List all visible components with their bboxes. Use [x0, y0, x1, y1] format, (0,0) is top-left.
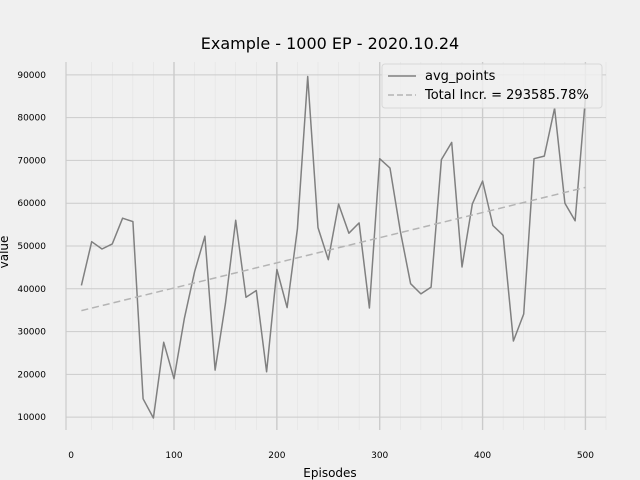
legend: avg_points Total Incr. = 293585.78%	[381, 63, 603, 109]
legend-label-total-incr: Total Incr. = 293585.78%	[424, 88, 589, 103]
y-tick-label: 80000	[17, 114, 46, 124]
y-tick-label: 70000	[17, 156, 46, 166]
x-tick-label: 400	[474, 451, 491, 461]
y-tick-label: 10000	[17, 413, 46, 423]
y-axis-ticks: 10000 20000 30000 40000 50000 60000 70000 80000…	[17, 71, 46, 423]
y-tick-label: 50000	[17, 242, 46, 252]
y-tick-label: 90000	[17, 71, 46, 81]
y-tick-label: 40000	[17, 285, 46, 295]
x-tick-label: 0	[68, 451, 74, 461]
y-axis-label: value	[0, 236, 11, 269]
legend-label-avg-points: avg_points	[425, 69, 496, 84]
y-tick-label: 60000	[17, 199, 46, 209]
series-line-total-incr	[81, 186, 586, 312]
x-tick-label: 100	[165, 451, 182, 461]
y-tick-label: 20000	[17, 370, 46, 380]
chart-title: Example - 1000 EP - 2020.10.24	[201, 34, 459, 53]
x-tick-label: 300	[371, 451, 388, 461]
series-line-avg-points	[80, 75, 587, 419]
x-tick-label: 200	[268, 451, 285, 461]
x-tick-label: 500	[577, 451, 594, 461]
x-axis-label: Episodes	[303, 466, 356, 480]
y-tick-label: 30000	[17, 328, 46, 338]
grid-lines	[65, 62, 607, 430]
x-axis-ticks: 0 100 200 300 400 500	[68, 451, 594, 461]
legend-box	[381, 63, 603, 109]
series-lines	[80, 75, 587, 419]
